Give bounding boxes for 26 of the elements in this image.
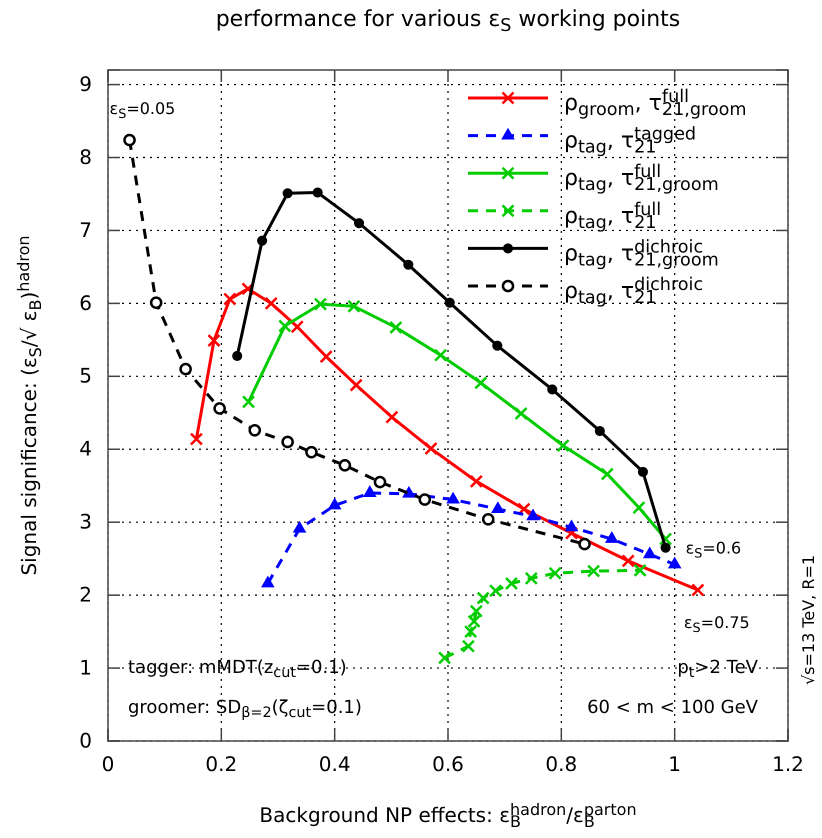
annotation: tagger: mMDT(z$_{cut}$=0.1) — [128, 657, 347, 682]
y-tick-label: 3 — [79, 510, 92, 534]
y-tick-label: 1 — [79, 655, 92, 680]
y-tick-label: 8 — [79, 144, 92, 169]
annotation: 60 < m < 100 GeV — [587, 697, 759, 718]
chart-title: performance for various ε$_{S}$ working points — [216, 7, 680, 36]
annotation: ε$_{S}$=0.75 — [684, 613, 750, 636]
annotation: ε$_{S}$=0.05 — [110, 99, 176, 122]
x-tick-label: 0.4 — [318, 752, 351, 776]
y-tick-label: 2 — [79, 582, 92, 607]
x-tick-label: 0 — [102, 752, 114, 776]
text: √s=13 TeV, R=1 — [799, 554, 818, 686]
x-tick-label: 0.2 — [205, 752, 238, 776]
annotation: groomer: SD$_{β=2}$(ζ$_{cut}$=0.1) — [128, 697, 362, 722]
x-tick-label: 1.2 — [772, 752, 804, 776]
annotation: ε$_{S}$=0.6 — [686, 538, 742, 562]
annotation: p$_{t}$>2 TeV — [677, 657, 759, 682]
x-tick-label: 1 — [668, 752, 682, 776]
x-tick-label: 0.8 — [545, 752, 578, 776]
y-tick-label: 9 — [79, 72, 92, 96]
x-tick-label: 0.6 — [432, 752, 464, 776]
y-tick-label: 6 — [79, 290, 92, 315]
y-tick-label: 5 — [79, 364, 92, 388]
y-tick-label: 7 — [79, 218, 92, 242]
y-tick-label: 0 — [79, 728, 92, 752]
y-tick-label: 4 — [79, 436, 92, 461]
